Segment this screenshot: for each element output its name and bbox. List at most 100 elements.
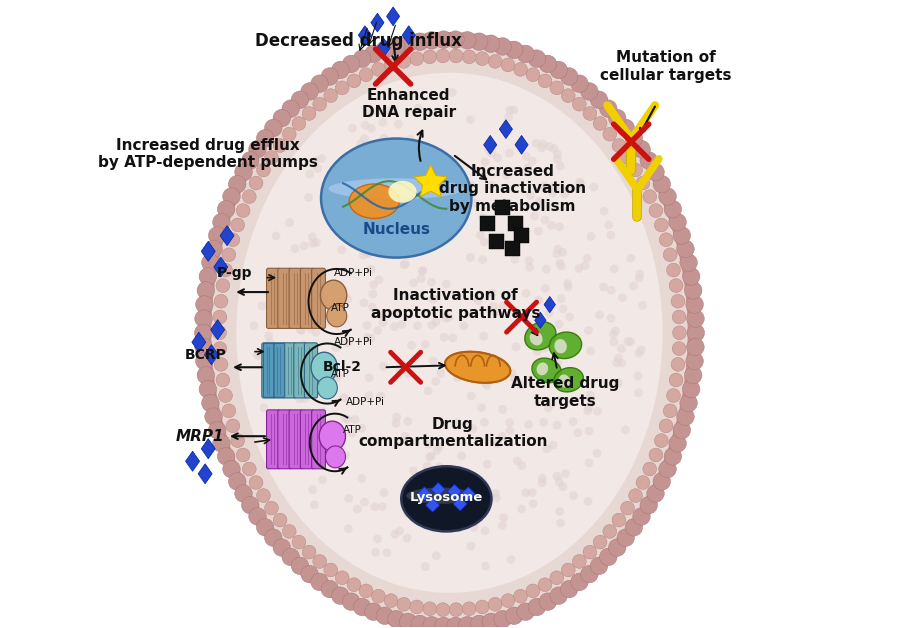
Ellipse shape bbox=[388, 181, 416, 203]
Circle shape bbox=[649, 203, 663, 217]
Circle shape bbox=[459, 322, 468, 330]
Circle shape bbox=[282, 524, 296, 538]
Circle shape bbox=[370, 502, 379, 511]
Circle shape bbox=[556, 338, 565, 347]
Circle shape bbox=[365, 374, 373, 382]
Circle shape bbox=[617, 344, 626, 353]
Circle shape bbox=[332, 61, 349, 78]
Circle shape bbox=[517, 45, 534, 63]
Circle shape bbox=[236, 203, 250, 217]
Text: ATP: ATP bbox=[343, 425, 362, 435]
Circle shape bbox=[311, 328, 320, 337]
Circle shape bbox=[397, 55, 411, 68]
FancyBboxPatch shape bbox=[289, 410, 303, 468]
Circle shape bbox=[292, 117, 306, 131]
Circle shape bbox=[429, 357, 438, 365]
Circle shape bbox=[318, 407, 326, 416]
Circle shape bbox=[443, 516, 451, 525]
Polygon shape bbox=[453, 497, 467, 511]
Circle shape bbox=[511, 255, 520, 264]
Text: Decreased drug influx: Decreased drug influx bbox=[255, 33, 462, 50]
Circle shape bbox=[404, 509, 412, 517]
Polygon shape bbox=[201, 439, 215, 458]
Circle shape bbox=[343, 338, 352, 347]
Circle shape bbox=[296, 325, 305, 334]
Circle shape bbox=[458, 452, 466, 460]
Ellipse shape bbox=[558, 374, 570, 387]
Circle shape bbox=[297, 326, 306, 335]
Circle shape bbox=[427, 320, 436, 329]
Circle shape bbox=[607, 314, 616, 323]
Circle shape bbox=[342, 451, 350, 460]
Circle shape bbox=[256, 489, 271, 502]
Circle shape bbox=[450, 603, 463, 617]
Circle shape bbox=[584, 326, 592, 335]
Circle shape bbox=[636, 345, 645, 354]
Circle shape bbox=[487, 149, 495, 158]
Circle shape bbox=[433, 499, 441, 508]
Circle shape bbox=[209, 421, 226, 439]
Circle shape bbox=[553, 249, 561, 258]
Circle shape bbox=[376, 41, 394, 58]
Circle shape bbox=[213, 342, 227, 355]
Circle shape bbox=[432, 551, 441, 560]
Circle shape bbox=[414, 322, 422, 330]
Circle shape bbox=[360, 298, 369, 307]
Circle shape bbox=[423, 50, 437, 64]
Circle shape bbox=[560, 580, 578, 598]
Circle shape bbox=[561, 563, 575, 577]
Circle shape bbox=[476, 600, 489, 614]
Circle shape bbox=[313, 97, 326, 111]
Circle shape bbox=[337, 246, 346, 254]
Circle shape bbox=[445, 313, 453, 322]
Circle shape bbox=[313, 449, 322, 458]
Circle shape bbox=[542, 445, 551, 453]
Circle shape bbox=[682, 381, 700, 398]
Circle shape bbox=[332, 587, 349, 605]
Circle shape bbox=[432, 317, 441, 326]
Circle shape bbox=[481, 526, 489, 535]
Circle shape bbox=[404, 417, 413, 426]
Text: Lysosome: Lysosome bbox=[410, 491, 483, 504]
Circle shape bbox=[571, 75, 588, 92]
Circle shape bbox=[427, 452, 436, 460]
Text: ADP+Pi: ADP+Pi bbox=[346, 397, 385, 407]
Circle shape bbox=[635, 349, 644, 357]
Circle shape bbox=[617, 119, 635, 137]
Ellipse shape bbox=[554, 367, 583, 392]
Circle shape bbox=[235, 485, 253, 502]
Circle shape bbox=[513, 589, 528, 603]
Circle shape bbox=[664, 448, 681, 465]
Circle shape bbox=[633, 507, 650, 525]
Circle shape bbox=[421, 166, 429, 175]
Circle shape bbox=[250, 322, 258, 330]
Circle shape bbox=[618, 359, 626, 367]
Circle shape bbox=[392, 413, 401, 421]
Circle shape bbox=[544, 403, 553, 412]
Circle shape bbox=[423, 602, 437, 615]
Circle shape bbox=[522, 152, 530, 161]
Circle shape bbox=[334, 371, 342, 379]
Circle shape bbox=[423, 462, 432, 470]
Circle shape bbox=[628, 163, 643, 177]
Circle shape bbox=[329, 425, 338, 434]
Circle shape bbox=[285, 218, 294, 227]
Circle shape bbox=[682, 268, 700, 285]
Ellipse shape bbox=[532, 358, 561, 382]
Circle shape bbox=[353, 504, 361, 513]
Circle shape bbox=[556, 507, 564, 516]
Circle shape bbox=[441, 314, 450, 323]
Circle shape bbox=[317, 154, 326, 163]
Circle shape bbox=[371, 548, 380, 556]
Circle shape bbox=[325, 389, 334, 397]
Circle shape bbox=[216, 279, 230, 293]
Circle shape bbox=[535, 197, 544, 206]
Circle shape bbox=[669, 435, 686, 452]
Circle shape bbox=[627, 254, 636, 263]
Circle shape bbox=[586, 347, 595, 355]
Circle shape bbox=[242, 496, 259, 514]
Text: ADP+Pi: ADP+Pi bbox=[334, 268, 372, 278]
Circle shape bbox=[397, 237, 406, 246]
Text: ATP: ATP bbox=[331, 303, 350, 313]
Circle shape bbox=[575, 183, 584, 192]
